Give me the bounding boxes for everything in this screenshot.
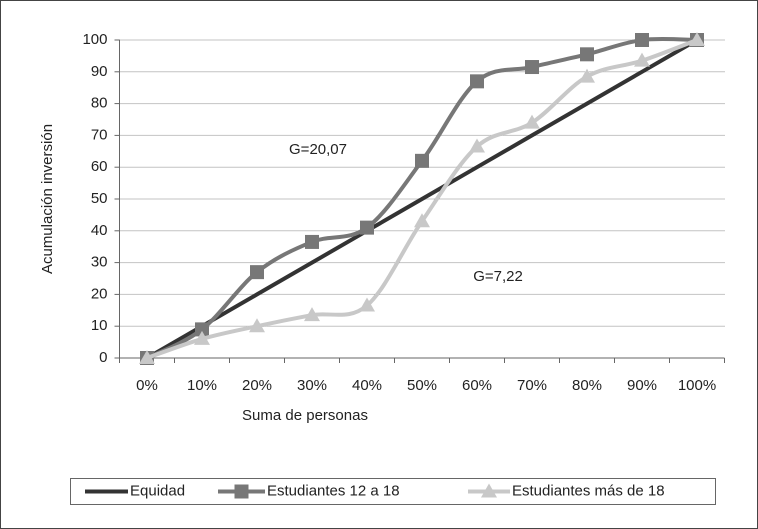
legend-marker [481,483,497,498]
series-line [145,38,699,360]
annotation: G=7,22 [473,268,523,285]
data-point [689,32,705,46]
y-tick-label: 60 [91,158,108,175]
x-tick-label: 80% [572,377,602,394]
y-tick-label: 70 [91,126,108,143]
x-tick-label: 0% [136,377,158,394]
data-point [249,318,265,333]
data-point [580,47,594,62]
data-point [139,350,155,364]
x-tick-label: 70% [517,377,547,394]
y-tick-label: 80 [91,95,108,112]
y-tick-label: 0 [99,349,107,366]
data-point [360,220,374,235]
data-point [525,60,539,75]
annotation: G=20,07 [289,141,347,158]
x-tick-label: 60% [462,377,492,394]
x-axis-title: Suma de personas [242,407,368,424]
legend-marker [234,484,249,499]
legend-label: Equidad [130,482,185,499]
legend-label: Estudiantes 12 a 18 [267,482,400,499]
data-point [414,213,430,228]
data-point [194,330,210,345]
data-point [359,297,375,312]
x-tick-label: 90% [627,377,657,394]
y-axis-title: Acumulación inversión [39,124,56,274]
data-point [524,114,540,129]
legend-box [70,478,716,505]
x-tick-label: 20% [242,377,272,394]
legend-label: Estudiantes más de 18 [512,482,665,499]
data-point [305,234,319,249]
data-point [635,33,649,47]
y-tick-label: 40 [91,222,108,239]
data-point [250,265,264,280]
data-point [470,74,484,89]
y-tick-label: 50 [91,190,108,207]
y-tick-label: 90 [91,63,108,80]
data-point [415,153,429,168]
data-point [579,68,595,83]
y-tick-label: 20 [91,285,108,302]
y-tick-label: 10 [91,317,108,334]
y-tick-label: 100 [82,31,107,48]
x-tick-label: 10% [187,377,217,394]
y-tick-label: 30 [91,254,108,271]
data-point [195,322,209,337]
data-point [469,138,485,153]
data-point [304,307,320,322]
x-tick-label: 30% [297,377,327,394]
x-tick-label: 100% [678,377,716,394]
x-tick-label: 50% [407,377,437,394]
data-point [634,52,650,67]
x-tick-label: 40% [352,377,382,394]
